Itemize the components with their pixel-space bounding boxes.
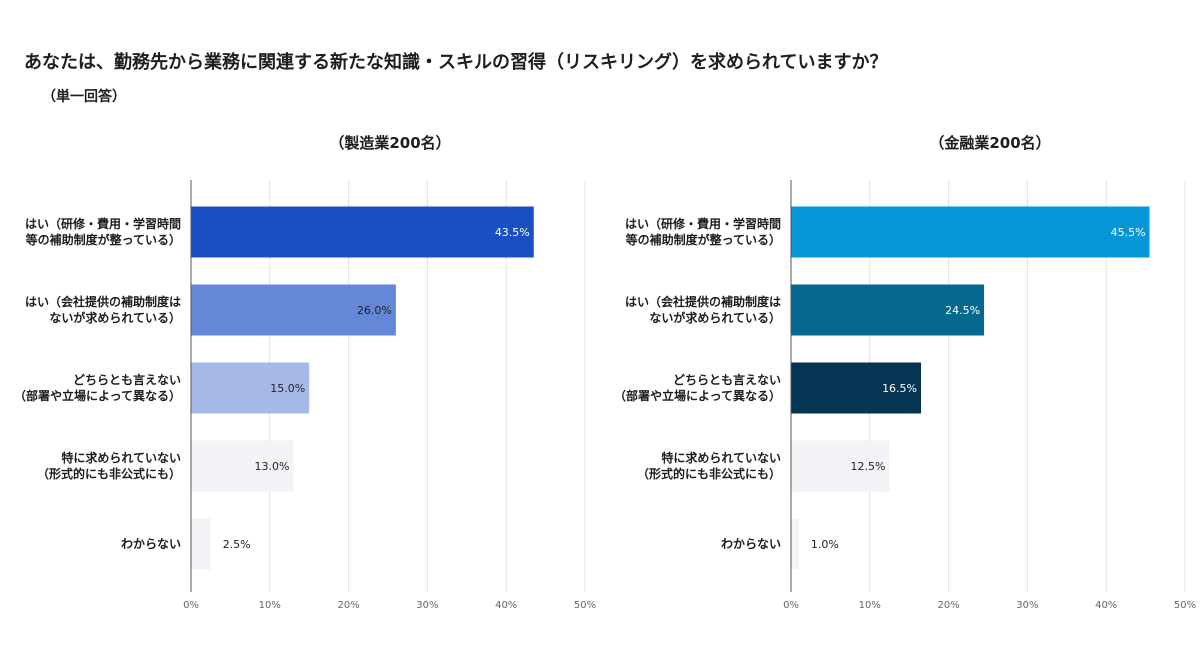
x-tick-label: 10% bbox=[259, 600, 281, 611]
x-tick-label: 40% bbox=[1095, 600, 1117, 611]
bar bbox=[791, 518, 799, 570]
bar bbox=[791, 206, 1150, 258]
category-label: （形式的にも非公式にも） bbox=[637, 466, 781, 481]
category-label: （形式的にも非公式にも） bbox=[37, 466, 181, 481]
main-title: あなたは、勤務先から業務に関連する新たな知識・スキルの習得（リスキリング）を求め… bbox=[24, 52, 888, 73]
bar bbox=[791, 440, 890, 492]
value-label: 24.5% bbox=[945, 304, 980, 317]
x-tick-label: 0% bbox=[183, 600, 199, 611]
bar bbox=[191, 362, 310, 414]
value-label: 2.5% bbox=[223, 538, 251, 551]
bar bbox=[791, 362, 922, 414]
x-tick-label: 20% bbox=[337, 600, 359, 611]
category-label: はい（研修・費用・学習時間 bbox=[25, 216, 181, 231]
category-label: 等の補助制度が整っている） bbox=[625, 232, 781, 247]
value-label: 16.5% bbox=[882, 382, 917, 395]
chart-title-manufacturing: （製造業200名） bbox=[329, 134, 451, 152]
category-label: はい（研修・費用・学習時間 bbox=[625, 216, 781, 231]
category-label: はい（会社提供の補助制度は bbox=[25, 294, 181, 309]
value-label: 26.0% bbox=[357, 304, 392, 317]
x-tick-label: 30% bbox=[416, 600, 438, 611]
bar bbox=[191, 284, 396, 336]
category-label: 等の補助制度が整っている） bbox=[25, 232, 181, 247]
category-label: ないが求められている） bbox=[49, 310, 181, 325]
x-tick-label: 10% bbox=[859, 600, 881, 611]
bar bbox=[791, 284, 985, 336]
subtitle: （単一回答） bbox=[42, 89, 126, 105]
bar bbox=[191, 206, 534, 258]
x-tick-label: 0% bbox=[783, 600, 799, 611]
category-label: どちらとも言えない bbox=[673, 372, 781, 387]
category-label: （部署や立場によって異なる） bbox=[14, 388, 181, 403]
value-label: 43.5% bbox=[495, 226, 530, 239]
category-label: わからない bbox=[121, 537, 181, 551]
x-tick-label: 50% bbox=[1174, 600, 1196, 611]
value-label: 1.0% bbox=[811, 538, 839, 551]
value-label: 45.5% bbox=[1111, 226, 1146, 239]
category-label: 特に求められていない bbox=[61, 450, 181, 465]
value-label: 15.0% bbox=[270, 382, 305, 395]
category-label: ないが求められている） bbox=[649, 310, 781, 325]
category-label: どちらとも言えない bbox=[73, 372, 181, 387]
category-label: （部署や立場によって異なる） bbox=[614, 388, 781, 403]
bar bbox=[191, 440, 294, 492]
category-label: わからない bbox=[721, 537, 781, 551]
x-tick-label: 20% bbox=[937, 600, 959, 611]
x-tick-label: 30% bbox=[1016, 600, 1038, 611]
category-label: 特に求められていない bbox=[661, 450, 781, 465]
bar bbox=[191, 518, 211, 570]
category-label: はい（会社提供の補助制度は bbox=[625, 294, 781, 309]
x-tick-label: 40% bbox=[495, 600, 517, 611]
value-label: 13.0% bbox=[254, 460, 289, 473]
value-label: 12.5% bbox=[851, 460, 886, 473]
chart-title-finance: （金融業200名） bbox=[929, 134, 1051, 152]
x-tick-label: 50% bbox=[574, 600, 596, 611]
